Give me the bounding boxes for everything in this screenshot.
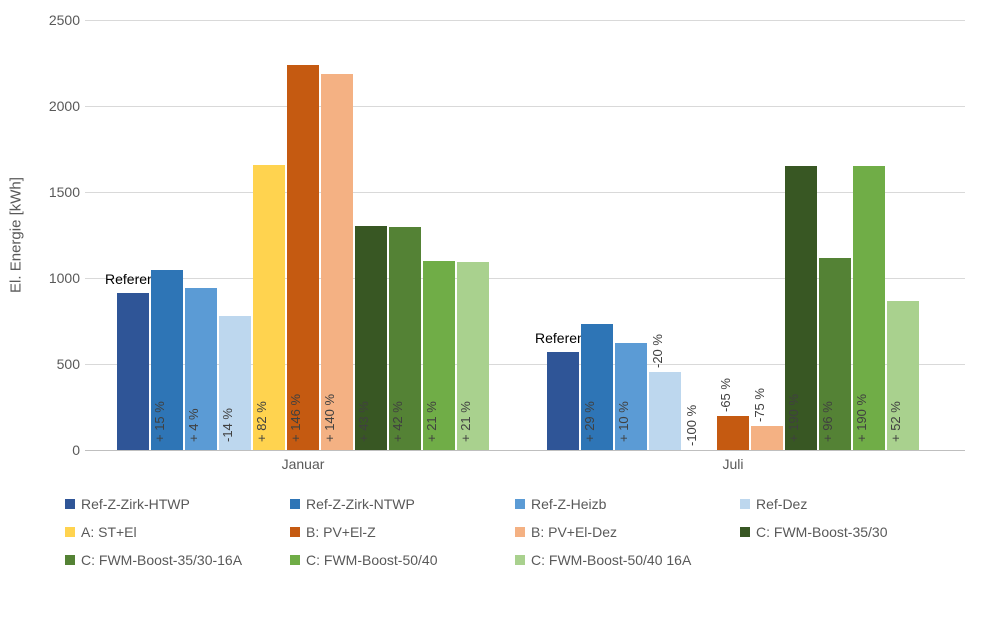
x-category-label: Januar	[117, 456, 489, 472]
bar-value-label: + 21 %	[424, 401, 439, 442]
legend-label: C: FWM-Boost-50/40	[306, 552, 437, 568]
legend-item: B: PV+El-Dez	[515, 518, 740, 546]
legend-item: Ref-Z-Zirk-NTWP	[290, 490, 515, 518]
bar: -20 %	[649, 372, 681, 450]
bar: + 82 %	[253, 165, 285, 450]
bar: Referenz	[117, 293, 149, 450]
bar-group: Referenz+ 15 % + 4 % -14 % + 82 % + 146 % + 1…	[117, 20, 489, 450]
y-tick-label: 1500	[30, 184, 80, 200]
y-tick-label: 0	[30, 442, 80, 458]
bar-value-label: + 190 %	[786, 394, 801, 442]
bar-value-label: + 190 %	[854, 394, 869, 442]
y-tick-label: 2000	[30, 98, 80, 114]
bar-value-label: -100 %	[684, 405, 699, 446]
legend-label: A: ST+El	[81, 524, 137, 540]
bar-value-label: -20 %	[650, 334, 665, 368]
legend-label: C: FWM-Boost-35/30	[756, 524, 887, 540]
legend-item: C: FWM-Boost-35/30	[740, 518, 965, 546]
bar: + 21 %	[457, 262, 489, 450]
bar-value-label: -65 %	[718, 378, 733, 412]
bar: + 4 %	[185, 288, 217, 450]
legend-label: C: FWM-Boost-50/40 16A	[531, 552, 691, 568]
bar: + 29 %	[581, 324, 613, 450]
legend-swatch	[290, 499, 300, 509]
bar-value-label: + 29 %	[582, 401, 597, 442]
legend-item: Ref-Z-Heizb	[515, 490, 740, 518]
legend-item: Ref-Z-Zirk-HTWP	[65, 490, 290, 518]
bar: + 15 %	[151, 270, 183, 450]
bar: + 42 %	[389, 227, 421, 450]
y-tick-label: 2500	[30, 12, 80, 28]
legend-item: C: FWM-Boost-50/40	[290, 546, 515, 574]
legend-swatch	[740, 499, 750, 509]
bar: + 52 %	[887, 301, 919, 450]
legend-swatch	[515, 499, 525, 509]
y-axis-label: El. Energie [kWh]	[8, 177, 25, 293]
legend: Ref-Z-Zirk-HTWP Ref-Z-Zirk-NTWP Ref-Z-Heiz…	[65, 490, 965, 574]
bar: -75 %	[751, 426, 783, 450]
bar-value-label: -14 %	[220, 408, 235, 442]
legend-swatch	[515, 527, 525, 537]
bar-value-label: + 10 %	[616, 401, 631, 442]
bar-value-label: + 42 %	[390, 401, 405, 442]
y-tick-label: 500	[30, 356, 80, 372]
legend-item: B: PV+El-Z	[290, 518, 515, 546]
legend-label: B: PV+El-Z	[306, 524, 376, 540]
legend-swatch	[290, 527, 300, 537]
bar: + 146 %	[287, 65, 319, 450]
bar-value-label: + 15 %	[152, 401, 167, 442]
x-category-label: Juli	[547, 456, 919, 472]
legend-swatch	[65, 555, 75, 565]
bar-value-label: + 4 %	[186, 408, 201, 442]
bar: -14 %	[219, 316, 251, 450]
bar-value-label: + 96 %	[820, 401, 835, 442]
bar: -65 %	[717, 416, 749, 450]
bar: Referenz	[547, 352, 579, 450]
bar-value-label: + 146 %	[288, 394, 303, 442]
bar-value-label: -75 %	[752, 388, 767, 422]
legend-label: Ref-Dez	[756, 496, 807, 512]
legend-swatch	[65, 527, 75, 537]
legend-swatch	[515, 555, 525, 565]
legend-label: B: PV+El-Dez	[531, 524, 617, 540]
y-tick-label: 1000	[30, 270, 80, 286]
legend-label: Ref-Z-Heizb	[531, 496, 606, 512]
bar-group: Referenz+ 29 %+ 10 %-20 %-100 %-65 %-75 …	[547, 20, 919, 450]
chart-container: El. Energie [kWh] Referenz+ 15 %+ 4 %-14…	[0, 0, 1000, 619]
bar: + 10 %	[615, 343, 647, 451]
legend-swatch	[740, 527, 750, 537]
bar-value-label: + 43 %	[356, 401, 371, 442]
bar: + 140 %	[321, 74, 353, 450]
bar-value-label: + 21 %	[458, 401, 473, 442]
plot-area: Referenz+ 15 %+ 4 %-14 %+ 82 %+ 146 %+ 1…	[85, 20, 965, 451]
bar: + 21 %	[423, 261, 455, 450]
legend-swatch	[290, 555, 300, 565]
legend-label: Ref-Z-Zirk-HTWP	[81, 496, 190, 512]
legend-item: C: FWM-Boost-35/30-16A	[65, 546, 290, 574]
legend-item: A: ST+El	[65, 518, 290, 546]
bar-value-label: + 52 %	[888, 401, 903, 442]
bar-value-label: + 140 %	[322, 394, 337, 442]
bar: + 190 %	[853, 166, 885, 450]
bar-value-label: + 82 %	[254, 401, 269, 442]
legend-item: C: FWM-Boost-50/40 16A	[515, 546, 740, 574]
bar: + 43 %	[355, 226, 387, 450]
bar: + 96 %	[819, 258, 851, 450]
legend-label: Ref-Z-Zirk-NTWP	[306, 496, 415, 512]
legend-swatch	[65, 499, 75, 509]
bar: + 190 %	[785, 166, 817, 450]
legend-item: Ref-Dez	[740, 490, 965, 518]
legend-label: C: FWM-Boost-35/30-16A	[81, 552, 242, 568]
